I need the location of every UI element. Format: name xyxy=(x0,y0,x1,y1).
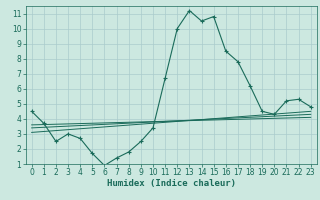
X-axis label: Humidex (Indice chaleur): Humidex (Indice chaleur) xyxy=(107,179,236,188)
